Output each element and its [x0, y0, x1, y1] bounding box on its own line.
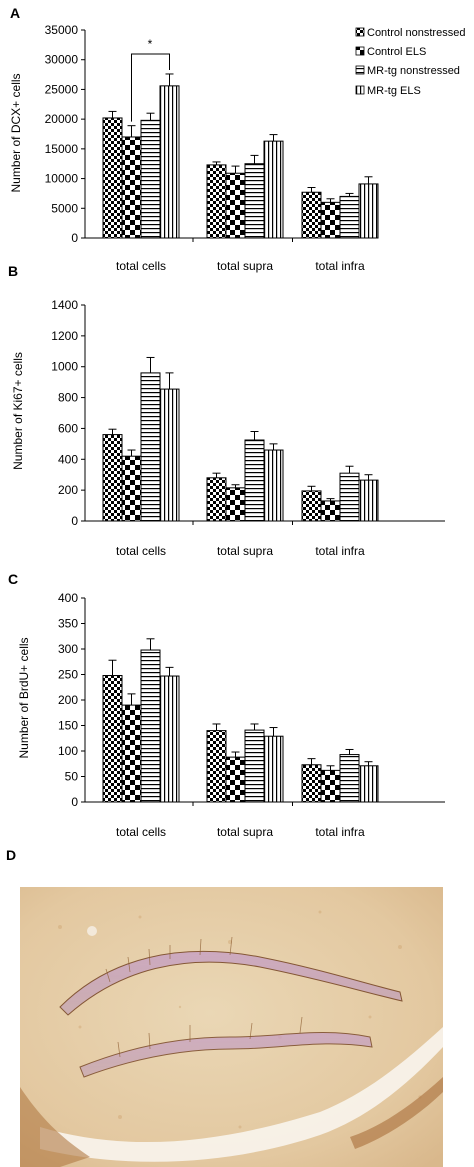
y-tick-label: 200 [58, 483, 78, 497]
bar [301, 490, 322, 522]
bar [206, 477, 227, 522]
bar [206, 730, 227, 803]
bar [225, 487, 246, 522]
bar [244, 163, 265, 239]
bar [121, 455, 142, 522]
significance-bracket [131, 53, 170, 122]
x-tick-label: total cells [116, 825, 166, 839]
bar [339, 754, 360, 803]
y-axis-label: Number of DCX+ cells [9, 73, 23, 192]
bar [320, 500, 341, 522]
y-tick-label: 25000 [45, 82, 79, 96]
bar [263, 449, 284, 522]
panel-b-chart: B Number of Ki67+ cells 0 200 400 600 800 100… [8, 263, 445, 558]
y-tick-label: 30000 [45, 53, 79, 67]
bar [339, 195, 360, 239]
panel-a-chart: A Number of DCX+ cells Control nonstress… [9, 5, 465, 273]
y-axis-label: Number of Ki67+ cells [11, 352, 25, 470]
panel-label: A [10, 5, 20, 21]
bar [263, 140, 284, 239]
legend: Control nonstressed Control ELS MR-tg no… [355, 27, 465, 97]
legend-item-3: MR-tg ELS [355, 85, 421, 97]
x-tick-label: total supra [217, 259, 273, 273]
y-tick-label: 0 [71, 231, 78, 245]
bar [102, 675, 123, 803]
micrograph-image [20, 887, 443, 1167]
bar [159, 675, 180, 803]
bar [140, 372, 161, 522]
y-tick-label: 5000 [51, 201, 78, 215]
y-tick-label: 15000 [45, 142, 79, 156]
bar [263, 735, 284, 803]
legend-swatch [355, 65, 365, 75]
bar [102, 434, 123, 522]
bar [320, 769, 341, 803]
legend-label: MR-tg nonstressed [367, 65, 460, 77]
bar [225, 172, 246, 239]
bar [244, 729, 265, 803]
x-tick-label: total cells [116, 544, 166, 558]
legend-item-1: Control ELS [355, 46, 426, 58]
significance-label: * [148, 37, 153, 51]
bar [301, 764, 322, 803]
y-tick-label: 400 [58, 591, 78, 605]
bar [358, 479, 379, 522]
y-tick-label: 300 [58, 642, 78, 656]
y-tick-label: 800 [58, 391, 78, 405]
legend-item-2: MR-tg nonstressed [355, 65, 460, 77]
x-tick-label: total infra [315, 259, 365, 273]
bar [121, 136, 142, 239]
legend-swatch [355, 46, 365, 56]
legend-swatch [355, 85, 365, 95]
bar [244, 439, 265, 522]
bar [225, 756, 246, 803]
y-tick-label: 20000 [45, 112, 79, 126]
y-tick-label: 0 [71, 795, 78, 809]
y-tick-label: 1400 [51, 298, 78, 312]
bar [320, 201, 341, 239]
y-tick-label: 100 [58, 744, 78, 758]
y-tick-label: 1200 [51, 329, 78, 343]
y-axis-label: Number of BrdU+ cells [17, 637, 31, 758]
panel-label: D [6, 847, 16, 863]
bar [358, 765, 379, 803]
legend-swatch [355, 27, 365, 37]
y-tick-label: 250 [58, 668, 78, 682]
panel-c-chart: C Number of BrdU+ cells 0 50 100 150 200 250 3… [8, 571, 445, 839]
legend-label: Control nonstressed [367, 27, 465, 39]
bar [301, 191, 322, 239]
bar [339, 472, 360, 522]
bar [358, 183, 379, 239]
panel-label: C [8, 571, 18, 587]
y-tick-label: 10000 [45, 172, 79, 186]
bar [159, 85, 180, 239]
x-tick-label: total supra [217, 825, 273, 839]
y-tick-label: 200 [58, 693, 78, 707]
y-tick-label: 35000 [45, 23, 79, 37]
x-tick-label: total supra [217, 544, 273, 558]
panel-label: B [8, 263, 18, 279]
y-tick-label: 150 [58, 719, 78, 733]
y-tick-label: 50 [65, 770, 79, 784]
bar [140, 119, 161, 239]
y-tick-label: 600 [58, 421, 78, 435]
legend-item-0: Control nonstressed [355, 27, 465, 39]
bar [121, 704, 142, 803]
bar [140, 649, 161, 803]
y-tick-label: 400 [58, 452, 78, 466]
y-tick-label: 0 [71, 514, 78, 528]
bar [206, 164, 227, 239]
x-tick-label: total infra [315, 544, 365, 558]
legend-label: MR-tg ELS [367, 85, 421, 97]
x-tick-label: total cells [116, 259, 166, 273]
bar [159, 388, 180, 522]
legend-label: Control ELS [367, 46, 426, 58]
x-tick-label: total infra [315, 825, 365, 839]
y-tick-label: 1000 [51, 360, 78, 374]
bar [102, 117, 123, 239]
y-tick-label: 350 [58, 617, 78, 631]
